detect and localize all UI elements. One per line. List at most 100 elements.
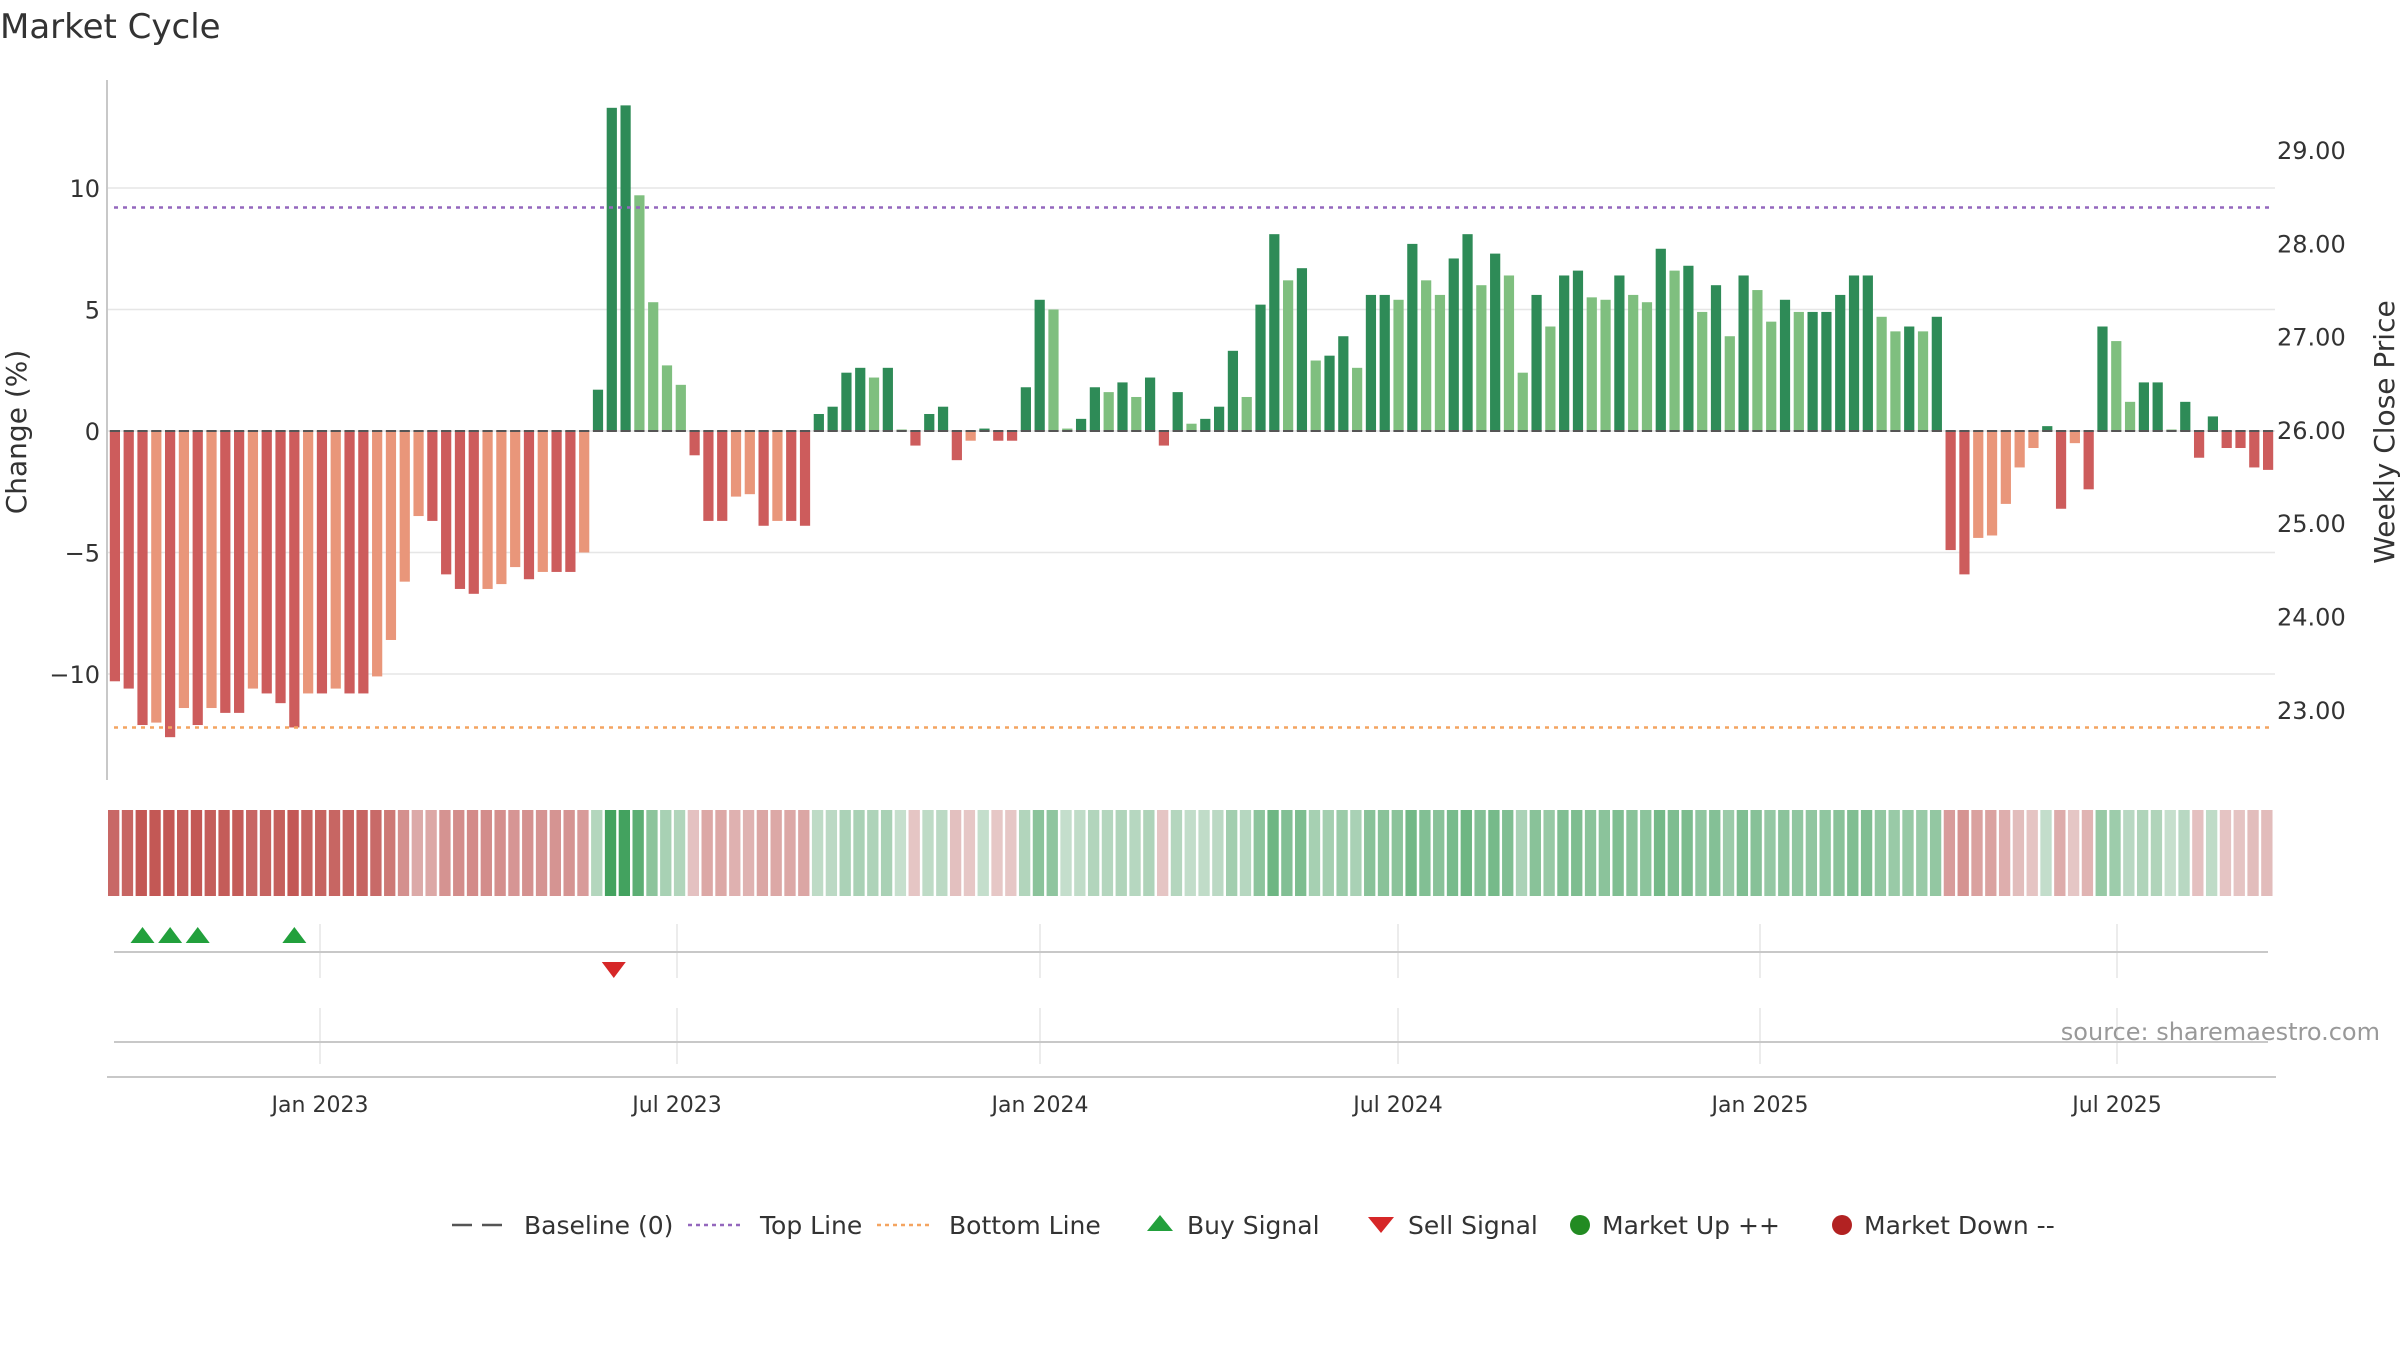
heat-cell	[1005, 810, 1017, 896]
heat-cell	[411, 810, 423, 896]
heat-cell	[1874, 810, 1887, 896]
heat-cell	[273, 810, 285, 896]
heat-cell	[384, 810, 396, 896]
heat-cell	[1709, 810, 1721, 896]
legend-label: Market Up ++	[1602, 1211, 1780, 1240]
heat-cell	[2261, 810, 2273, 896]
heat-cell	[798, 810, 810, 896]
bar	[137, 431, 148, 726]
triangle-up-icon	[1147, 1215, 1173, 1231]
bar	[2207, 416, 2218, 431]
bar	[1213, 406, 1225, 431]
heat-cell	[977, 810, 989, 896]
heat-cell	[1681, 810, 1693, 896]
heat-cell	[1943, 810, 1956, 896]
heat-cell	[1488, 810, 1500, 896]
bar	[565, 431, 576, 572]
heat-cell	[1667, 810, 1680, 896]
bar	[2069, 431, 2080, 444]
bar	[868, 377, 880, 431]
bar	[1821, 311, 1832, 431]
heat-cell	[1391, 810, 1403, 896]
bar	[882, 367, 893, 431]
heat-cell	[1847, 810, 1859, 896]
circle-icon	[1570, 1215, 1590, 1235]
heat-cell	[1322, 810, 1334, 896]
state-panel: source: sharemaestro.com	[114, 1008, 2380, 1064]
heat-cell	[742, 810, 755, 896]
heat-cell	[867, 810, 879, 896]
legend-item: Market Down --	[1832, 1211, 2055, 1240]
y2-tick-label: 28.00	[2277, 230, 2346, 258]
heat-cell	[466, 810, 479, 896]
bar	[661, 365, 673, 431]
heat-cell	[1101, 810, 1114, 896]
heat-cell	[1308, 810, 1321, 896]
bar	[1200, 418, 1211, 431]
bar	[1448, 258, 1459, 431]
y-tick-label: −5	[65, 540, 100, 568]
heat-cell	[535, 810, 548, 896]
bar	[786, 431, 797, 521]
heat-cell	[1170, 810, 1183, 896]
heat-cell	[1032, 810, 1045, 896]
heat-cell	[936, 810, 948, 896]
bar	[675, 384, 686, 431]
bar	[1006, 431, 1018, 441]
bar	[1075, 418, 1087, 431]
heat-cell	[204, 810, 216, 896]
heat-cell	[2205, 810, 2218, 896]
bar	[744, 431, 755, 495]
bar	[1917, 331, 1929, 431]
heat-cell	[2026, 810, 2038, 896]
bar	[813, 413, 824, 431]
heat-cell	[1860, 810, 1873, 896]
heat-cell	[1888, 810, 1900, 896]
bar	[689, 431, 700, 456]
heat-cell	[1640, 810, 1652, 896]
bar	[634, 195, 645, 431]
bar	[1572, 270, 1584, 431]
bar	[1421, 280, 1432, 431]
y-tick-label: 5	[85, 297, 100, 325]
bar	[192, 431, 203, 726]
bar	[1559, 275, 1570, 431]
heat-cell	[701, 810, 713, 896]
heat-cell	[1985, 810, 1997, 896]
bar	[1724, 336, 1735, 431]
legend-label: Baseline (0)	[524, 1211, 673, 1240]
bar	[220, 431, 231, 713]
bar	[1807, 311, 1818, 431]
bar	[1241, 396, 1252, 431]
legend-item: Market Up ++	[1570, 1211, 1780, 1240]
bar	[2000, 431, 2011, 504]
bar	[496, 431, 507, 585]
y-tick-labels: −10 −5 0 5 10	[49, 175, 100, 689]
heat-cell	[1998, 810, 2011, 896]
bar	[2249, 431, 2260, 468]
legend-item: Top Line	[688, 1211, 862, 1240]
bar	[247, 431, 259, 689]
heat-cell	[1626, 810, 1638, 896]
bar	[772, 431, 783, 521]
signal-panel	[114, 924, 2268, 978]
heat-cell	[1253, 810, 1265, 896]
bar	[1904, 326, 1915, 431]
y-axis-label: Change (%)	[0, 350, 33, 515]
buy-signal-marker	[282, 927, 307, 943]
heat-cell	[2247, 810, 2259, 896]
heat-cell	[1819, 810, 1831, 896]
heat-cell	[1046, 810, 1058, 896]
bar	[2235, 431, 2246, 449]
y2-tick-label: 29.00	[2277, 137, 2346, 165]
bar	[289, 431, 300, 728]
bar	[441, 431, 452, 575]
heat-cell	[1805, 810, 1818, 896]
heat-cell	[522, 810, 534, 896]
bar	[965, 431, 976, 441]
legend-item: Bottom Line	[877, 1211, 1101, 1240]
bar	[1476, 285, 1487, 431]
y2-tick-label: 24.00	[2277, 604, 2346, 632]
bar	[1503, 275, 1515, 431]
